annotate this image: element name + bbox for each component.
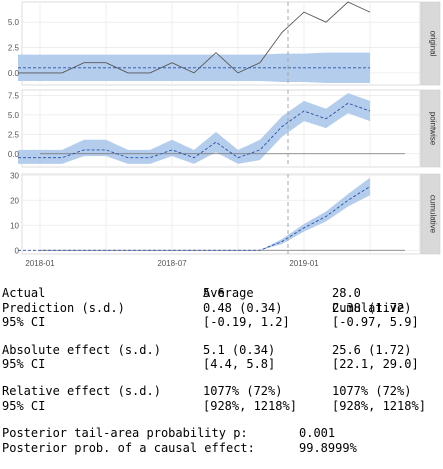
summary-row: 95% CI [4.4, 5.8] [22.1, 29.0] [2, 357, 442, 371]
summary-row-label: 95% CI [2, 356, 46, 371]
facet-strip [420, 1, 441, 86]
y-tick-label: 20 [10, 196, 19, 205]
summary-row: 95% CI [928%, 1218%] [928%, 1218%] [2, 399, 442, 413]
panel-pointwise: 0.0 2.5 5.0 7.5 pointwise [8, 89, 441, 168]
x-tick-label: 2018-01 [25, 259, 55, 268]
summary-row-average: [928%, 1218%] [203, 398, 297, 413]
summary-row-cumulative: [22.1, 29.0] [332, 356, 419, 371]
summary-row-cumulative: 28.0 [332, 286, 361, 301]
y-tick-label: 7.5 [8, 91, 20, 100]
facet-strip-label: pointwise [429, 112, 438, 146]
series-line [18, 1, 371, 74]
average-header: Average [203, 286, 254, 301]
summary-row-average: [4.4, 5.8] [203, 356, 276, 371]
summary-row-cumulative: [-0.97, 5.9] [332, 315, 419, 330]
causal-impact-summary: Average Cumulative Actual 5.6 28.0 Predicti… [2, 272, 442, 455]
summary-row-cumulative: 25.6 (1.72) [332, 342, 412, 357]
panel-background [21, 173, 421, 255]
summary-gap [2, 330, 442, 343]
facet-strip-label: original [429, 31, 438, 57]
facet-strip-label: cumulative [429, 195, 438, 234]
summary-row-cumulative: [928%, 1218%] [332, 398, 426, 413]
summary-row-label: Absolute effect (s.d.) [2, 342, 161, 357]
posterior-value: 99.8999% [299, 440, 357, 455]
summary-gap [2, 413, 442, 426]
summary-row: Relative effect (s.d.) 1077% (72%) 1077% (… [2, 384, 442, 398]
x-tick-label: 2018-07 [157, 259, 187, 268]
summary-gap [2, 371, 442, 384]
posterior-row: Posterior prob. of a causal effect: 99.89… [2, 441, 442, 455]
posterior-value: 0.001 [299, 426, 336, 441]
y-tick-label: 30 [10, 171, 19, 180]
panel-original: 0.0 2.5 5.0 original [8, 1, 441, 86]
summary-row: Prediction (s.d.) 0.48 (0.34) 2.38 (1.72) [2, 301, 442, 315]
y-tick-label: 0 [15, 246, 20, 255]
chart-svg: 0.0 2.5 5.0 original 0.0 2.5 5.0 7.5 pointwise 0 1… [8, 1, 441, 268]
summary-row-average: 5.6 [203, 286, 225, 301]
summary-row-average: 0.48 (0.34) [203, 300, 283, 315]
x-tick-label: 2019-01 [289, 259, 319, 268]
summary-row-label: Actual [2, 286, 46, 301]
panel-cumulative: 0 10 20 30 cumulative [10, 171, 441, 255]
summary-row-label: 95% CI [2, 315, 46, 330]
summary-row-average: [-0.19, 1.2] [203, 315, 290, 330]
summary-row: 95% CI [-0.19, 1.2] [-0.97, 5.9] [2, 315, 442, 329]
y-tick-label: 10 [10, 221, 19, 230]
causal-impact-chart: 0.0 2.5 5.0 original 0.0 2.5 5.0 7.5 pointwise 0 1… [8, 1, 441, 268]
summary-header-row: Average Cumulative [2, 272, 442, 314]
y-tick-label: 2.5 [8, 130, 20, 139]
posterior-rows: Posterior tail-area probability p: 0.001 P… [2, 426, 442, 455]
series-line [18, 102, 371, 159]
y-tick-label: 2.5 [8, 44, 20, 53]
summary-rows: Actual 5.6 28.0 Prediction (s.d.) 0.48 (0.34… [2, 286, 442, 413]
summary-row-cumulative: 2.38 (1.72) [332, 300, 412, 315]
posterior-label: Posterior tail-area probability p: [2, 426, 248, 441]
summary-row: Actual 5.6 28.0 [2, 286, 442, 300]
summary-row-label: Relative effect (s.d.) [2, 384, 161, 399]
facet-strip [420, 89, 441, 168]
summary-row-label: 95% CI [2, 398, 46, 413]
y-tick-label: 5.0 [8, 111, 20, 120]
series-line [18, 186, 371, 251]
summary-row: Absolute effect (s.d.) 5.1 (0.34) 25.6 (1.… [2, 343, 442, 357]
summary-row-average: 1077% (72%) [203, 384, 283, 399]
summary-row-cumulative: 1077% (72%) [332, 384, 412, 399]
cumulative-header: Cumulative [332, 300, 405, 315]
y-tick-label: 5.0 [8, 18, 20, 27]
posterior-label: Posterior prob. of a causal effect: [2, 440, 255, 455]
credible-band [18, 93, 370, 164]
y-tick-label: 0.0 [8, 69, 20, 78]
facet-strip [420, 173, 441, 255]
posterior-row: Posterior tail-area probability p: 0.001 [2, 426, 442, 440]
summary-row-label: Prediction (s.d.) [2, 300, 125, 315]
y-tick-label: 0.0 [8, 150, 20, 159]
summary-row-average: 5.1 (0.34) [203, 342, 276, 357]
